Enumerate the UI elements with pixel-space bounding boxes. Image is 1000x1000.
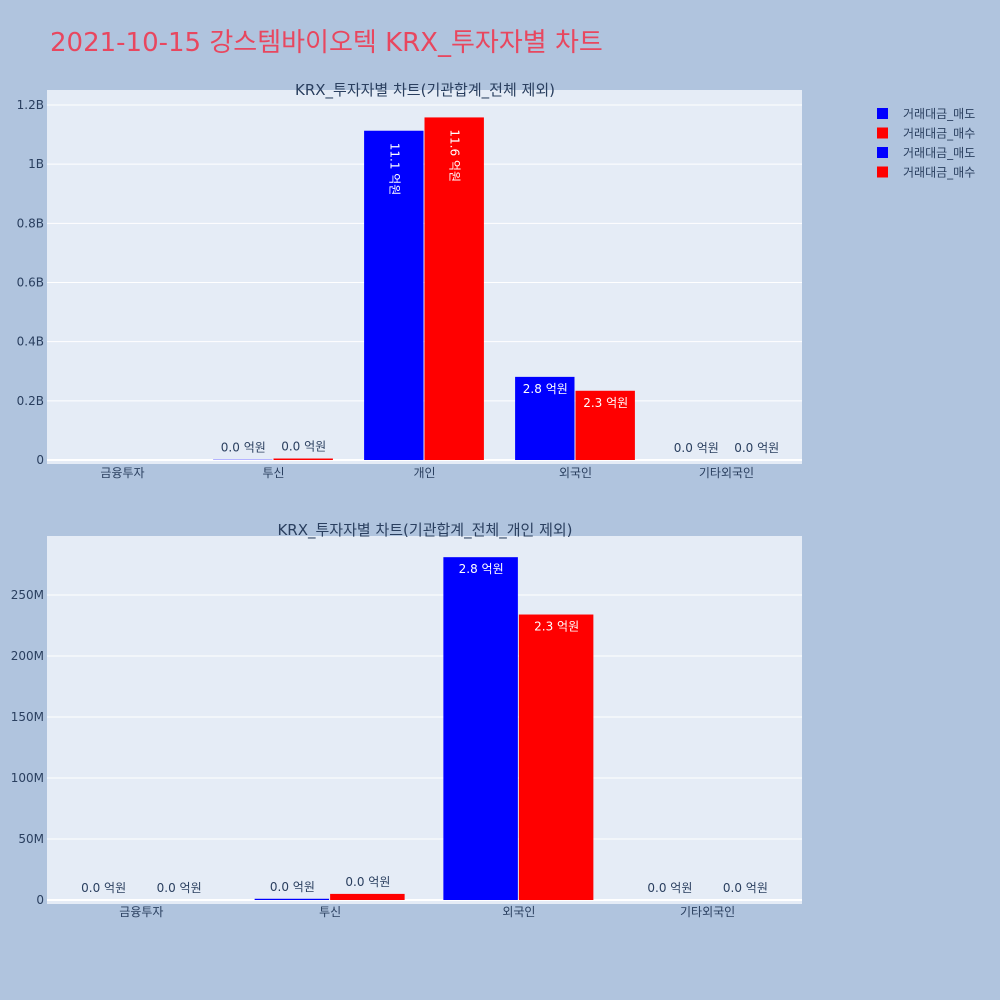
chart-title-1: KRX_투자자별 차트(기관합계_전체 제외) — [295, 81, 555, 100]
data-label: 0.0 억원 — [281, 440, 326, 454]
bar — [424, 117, 484, 461]
data-label: 0.0 억원 — [723, 881, 768, 895]
y-tick-label: 1B — [28, 157, 44, 171]
y-tick-label: 0.2B — [17, 394, 44, 408]
data-label: 2.3 억원 — [534, 620, 579, 634]
legend-swatch — [877, 166, 888, 178]
legend-swatch — [877, 147, 888, 158]
bar — [364, 130, 424, 461]
bar — [330, 893, 405, 900]
x-tick-label: 금융투자 — [100, 466, 144, 480]
bar — [518, 614, 594, 900]
legend-label: 거래대금_매수 — [903, 127, 975, 141]
x-tick-label: 기타외국인 — [680, 905, 735, 919]
legend-label: 거래대금_매도 — [903, 146, 975, 160]
bar — [575, 390, 635, 460]
data-label: 0.0 억원 — [674, 441, 719, 455]
data-label: 0.0 억원 — [221, 441, 266, 455]
bar — [443, 557, 518, 900]
y-tick-label: 0.4B — [17, 335, 44, 349]
data-label: 0.0 억원 — [81, 881, 126, 895]
x-tick-label: 투신 — [319, 905, 341, 919]
data-label: 11.1 억원 — [387, 143, 401, 196]
y-tick-label: 1.2B — [17, 98, 44, 112]
data-label: 11.6 억원 — [448, 129, 462, 182]
legend-swatch — [877, 108, 888, 119]
data-label: 0.0 억원 — [734, 441, 779, 455]
legend-label: 거래대금_매도 — [903, 107, 975, 121]
y-tick-label: 150M — [11, 710, 44, 724]
x-tick-label: 개인 — [413, 466, 435, 480]
y-tick-label: 250M — [11, 588, 44, 602]
data-label: 2.3 억원 — [583, 396, 628, 410]
y-tick-label: 0.6B — [17, 276, 44, 290]
x-tick-label: 외국인 — [559, 466, 592, 480]
legend-swatch — [877, 127, 888, 139]
data-label: 0.0 억원 — [647, 881, 692, 895]
plot-area-2 — [47, 536, 802, 904]
x-tick-label: 외국인 — [502, 905, 535, 919]
bar — [515, 376, 575, 460]
y-tick-label: 100M — [11, 771, 44, 785]
y-tick-label: 50M — [18, 832, 44, 846]
y-tick-label: 0.8B — [17, 216, 44, 230]
bar — [273, 458, 333, 460]
data-label: 0.0 억원 — [270, 880, 315, 894]
y-tick-label: 0 — [36, 453, 44, 467]
data-label: 2.8 억원 — [523, 382, 568, 396]
bar — [254, 898, 330, 900]
y-tick-label: 200M — [11, 649, 44, 663]
data-label: 0.0 억원 — [157, 881, 202, 895]
chart-title-2: KRX_투자자별 차트(기관합계_전체_개인 제외) — [277, 521, 572, 540]
x-tick-label: 금융투자 — [119, 905, 163, 919]
page-title: 2021-10-15 강스템바이오텍 KRX_투자자별 차트 — [50, 28, 603, 58]
x-tick-label: 기타외국인 — [699, 466, 754, 480]
data-label: 0.0 억원 — [345, 875, 390, 889]
data-label: 2.8 억원 — [459, 562, 504, 576]
y-tick-label: 0 — [36, 893, 44, 907]
x-tick-label: 투신 — [262, 466, 284, 480]
legend-label: 거래대금_매수 — [903, 166, 975, 180]
